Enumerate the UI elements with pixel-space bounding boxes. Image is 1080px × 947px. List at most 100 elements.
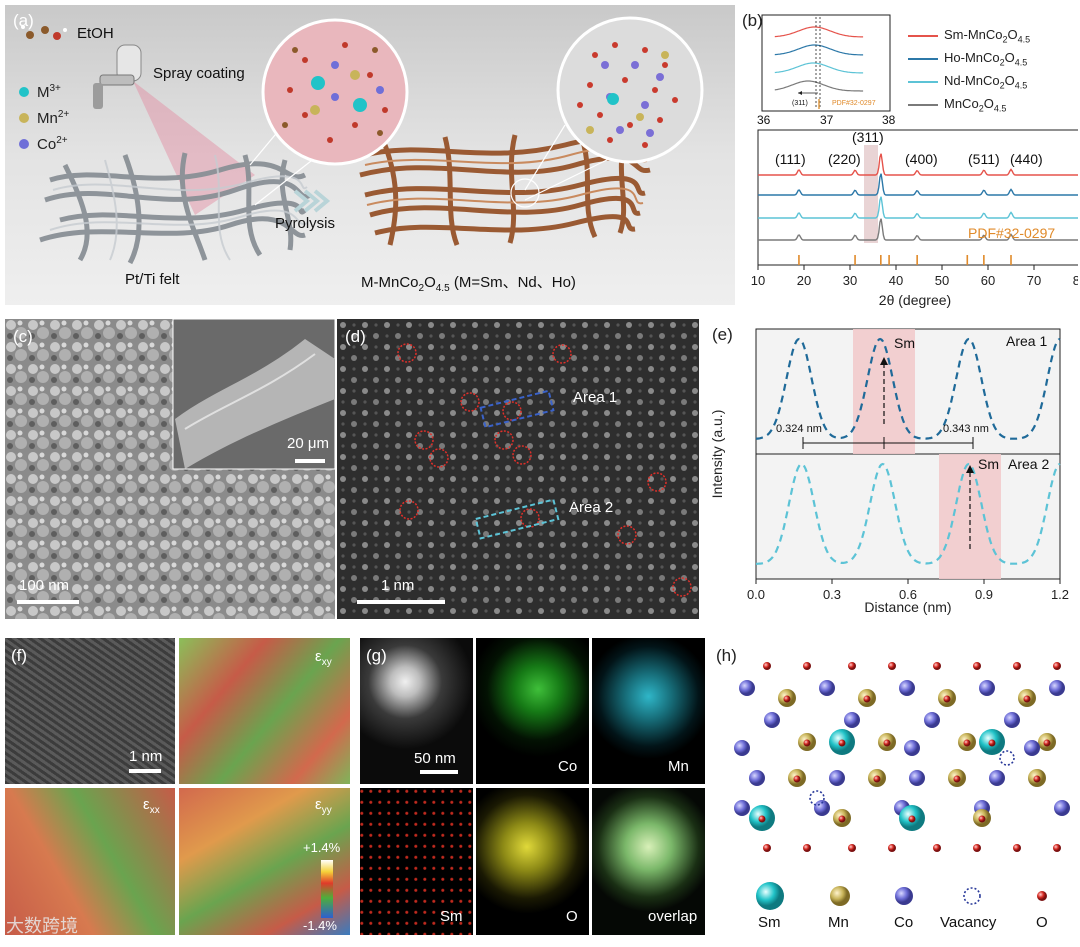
xrd-chart: 1020304050607080 Intensity (a.u.) 2θ (de… xyxy=(751,14,1078,308)
cobalt-atom xyxy=(1054,800,1070,816)
oxygen-atom xyxy=(838,815,846,823)
x-tick-label: 0.0 xyxy=(747,587,765,602)
scale-label: 50 nm xyxy=(414,750,456,767)
inset-series-line xyxy=(774,26,864,38)
cobalt-atom xyxy=(1049,680,1065,696)
colorbar-max: +1.4% xyxy=(303,840,341,855)
legend-o: O xyxy=(1036,914,1048,931)
oxygen-atom xyxy=(933,662,941,670)
oxygen-atom xyxy=(763,662,771,670)
inset-series-line xyxy=(774,62,864,74)
inset-scale-bar xyxy=(295,459,325,463)
cobalt-atom xyxy=(844,712,860,728)
legend-vacancy: Vacancy xyxy=(940,914,997,931)
cobalt-atom xyxy=(764,712,780,728)
cobalt-atom xyxy=(899,680,915,696)
distance-label-2: 0.343 nm xyxy=(943,423,989,435)
cobalt-atom xyxy=(734,800,750,816)
oxygen-atom xyxy=(978,815,986,823)
area1-label: Area 1 xyxy=(1006,333,1048,349)
x-axis-label: Distance (nm) xyxy=(864,599,951,615)
scale-label: 100 nm xyxy=(19,577,70,594)
panel-a: (a) xyxy=(5,5,735,305)
oxygen-atom xyxy=(848,844,856,852)
oxygen-atom xyxy=(1013,844,1021,852)
oxygen-atom xyxy=(888,844,896,852)
o-map-tile xyxy=(476,788,589,935)
y-axis-label: Intensity (a.u.) xyxy=(709,410,725,499)
sm-map-tile xyxy=(360,788,473,935)
legend-mn2: Mn2+ xyxy=(19,109,69,135)
panel-label: (b) xyxy=(742,11,763,30)
line-profile-chart: 0.0 0.3 0.6 0.9 1.2 Intensity (a.u.) Distanc… xyxy=(709,328,1069,615)
inset-curves xyxy=(774,26,864,92)
scale-label: 1 nm xyxy=(381,577,415,594)
sem-image xyxy=(5,319,335,619)
xrd-curves xyxy=(758,153,1078,241)
oxygen-atom xyxy=(953,775,961,783)
product-felt xyxy=(359,132,651,246)
pdf-label: PDF#32-0297 xyxy=(968,225,1056,241)
plot-frame xyxy=(757,129,1078,266)
legend-mn: Mn xyxy=(828,914,849,931)
panel-e: 0.0 0.3 0.6 0.9 1.2 Intensity (a.u.) Distanc… xyxy=(708,319,1078,619)
panel-label: (h) xyxy=(716,646,737,665)
inset-tick-36: 36 xyxy=(757,113,771,127)
legend-entry: Sm-MnCo2O4.5 xyxy=(908,27,1030,50)
panel-f: (f) 1 nm εxy εxx εyy +1.4% -1.4% xyxy=(5,638,350,935)
legend-co2: Co2+ xyxy=(19,135,69,161)
oxygen-atom xyxy=(803,739,811,747)
inset-tick-38: 38 xyxy=(882,113,896,127)
strain-xx-tile xyxy=(5,788,175,935)
peak-label-440: (440) xyxy=(1010,151,1043,167)
scale-label: 1 nm xyxy=(129,748,163,765)
map-label-mn: Mn xyxy=(668,758,689,775)
map-label-o: O xyxy=(566,908,578,925)
panel-g: (g) 50 nm Co Mn Sm O overlap xyxy=(360,638,705,935)
cobalt-atom xyxy=(829,770,845,786)
legend-swatch xyxy=(908,34,938,37)
inset-frame xyxy=(761,14,891,112)
oxygen-atom xyxy=(888,662,896,670)
sm-label-1: Sm xyxy=(894,335,915,351)
cobalt-atom xyxy=(989,770,1005,786)
x-tick-label: 10 xyxy=(751,273,765,288)
strain-yy-label: εyy xyxy=(315,796,332,816)
colorbar xyxy=(321,860,333,918)
cobalt-atom xyxy=(749,770,765,786)
oxygen-atom xyxy=(1053,662,1061,670)
cobalt-atom xyxy=(734,740,750,756)
map-label-sm: Sm xyxy=(440,908,463,925)
oxygen-atom xyxy=(908,815,916,823)
spray-coating-label: Spray coating xyxy=(153,65,245,82)
peak-label-220: (220) xyxy=(828,151,861,167)
inset-pdf-label: PDF#32-0297 xyxy=(832,100,876,107)
oxygen-atom xyxy=(758,815,766,823)
panel-label: (f) xyxy=(11,646,28,665)
map-label-overlap: overlap xyxy=(648,908,698,925)
legend-icons xyxy=(756,882,1047,910)
profile-series-line xyxy=(755,462,1061,565)
strain-xx-label: εxx xyxy=(143,796,160,816)
panel-label: (c) xyxy=(13,327,33,346)
x-tick-label: 20 xyxy=(797,273,811,288)
x-ticks: 0.0 0.3 0.6 0.9 1.2 xyxy=(747,579,1069,602)
legend-text: Nd-MnCo2O4.5 xyxy=(944,73,1028,91)
legend-swatch xyxy=(908,57,938,60)
scale-bar xyxy=(17,600,79,604)
panel-label: (d) xyxy=(345,327,366,346)
etoh-label: EtOH xyxy=(77,25,114,42)
x-tick-label: 0.3 xyxy=(823,587,841,602)
legend-sm: Sm xyxy=(758,914,781,931)
x-tick-label: 30 xyxy=(843,273,857,288)
xrd-series-line xyxy=(758,218,1078,241)
oxygen-atom xyxy=(763,844,771,852)
oxygen-atom xyxy=(973,662,981,670)
profile-series-line xyxy=(755,337,1061,440)
oxygen-atom xyxy=(793,775,801,783)
x-tick-label: 40 xyxy=(889,273,903,288)
panel-b: (b) 1020304050607080 Intensity (a.u.) 2θ… xyxy=(740,5,1078,315)
legend: Sm-MnCo2O4.5 Ho-MnCo2O4.5 Nd-MnCo2O4.5 MnCo… xyxy=(908,27,1030,119)
precursor-zoom-circle xyxy=(261,18,409,166)
inset-peak-label: (311) xyxy=(792,100,808,107)
